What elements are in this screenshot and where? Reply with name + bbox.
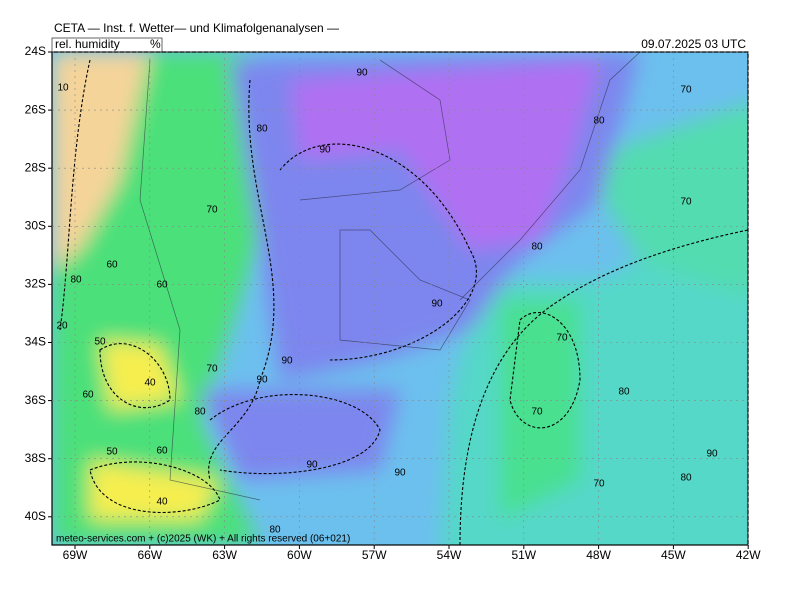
contour-label: 80 (531, 242, 543, 253)
lon-label: 69W (63, 548, 88, 562)
lat-label: 36S (25, 393, 46, 407)
lat-label: 28S (25, 160, 46, 174)
lat-label: 24S (25, 44, 46, 58)
lon-label: 54W (437, 548, 462, 562)
lat-label: 38S (25, 451, 46, 465)
contour-label: 90 (394, 468, 406, 479)
lon-label: 57W (362, 548, 387, 562)
contour-label: 80 (593, 116, 605, 127)
footer: meteo-services.com + (c)2025 (WK) + All … (56, 534, 350, 545)
lat-label: 32S (25, 277, 46, 291)
lat-label: 30S (25, 218, 46, 232)
contour-label: 70 (593, 479, 605, 490)
humidity-field (52, 52, 748, 545)
contour-label: 90 (281, 356, 293, 367)
contour-label: 90 (256, 375, 268, 386)
lon-label: 66W (137, 548, 162, 562)
contour-label: 80 (269, 525, 281, 536)
lon-label: 42W (736, 548, 761, 562)
contour-label: 90 (319, 145, 331, 156)
contour-label: 70 (531, 407, 543, 418)
contour-label: 80 (618, 387, 630, 398)
contour-label: 90 (706, 449, 718, 460)
lat-label: 40S (25, 509, 46, 523)
contour-label: 60 (156, 446, 168, 457)
contour-label: 90 (306, 460, 318, 471)
lon-label: 48W (586, 548, 611, 562)
contour-label: 40 (156, 497, 168, 508)
valid-time: 09.07.2025 03 UTC (641, 37, 746, 51)
lat-label: 34S (25, 335, 46, 349)
contour-label: 60 (106, 260, 118, 271)
contour-label: 40 (144, 378, 156, 389)
parameter: rel. humidity (55, 37, 120, 51)
contour-label: 80 (194, 407, 206, 418)
contour-label: 20 (56, 321, 68, 332)
lat-label: 26S (25, 102, 46, 116)
header-title: CETA — Inst. f. Wetter— und Klimafolgena… (54, 21, 339, 35)
contour-label: 10 (57, 83, 69, 94)
contour-label: 60 (82, 390, 94, 401)
contour-label: 50 (94, 337, 106, 348)
unit: % (150, 37, 161, 51)
contour-label: 80 (680, 473, 692, 484)
contour-label: 80 (70, 275, 82, 286)
lon-label: 51W (511, 548, 536, 562)
contour-label: 50 (106, 447, 118, 458)
lon-label: 60W (287, 548, 312, 562)
contour-label: 70 (680, 85, 692, 96)
lon-label: 63W (212, 548, 237, 562)
contour-label: 60 (156, 280, 168, 291)
contour-label: 70 (206, 205, 218, 216)
contour-label: 70 (206, 364, 218, 375)
contour-label: 90 (431, 299, 443, 310)
contour-label: 80 (256, 124, 268, 135)
contour-label: 70 (556, 333, 568, 344)
contour-label: 70 (680, 197, 692, 208)
contour-label: 90 (356, 68, 368, 79)
lon-label: 45W (661, 548, 686, 562)
